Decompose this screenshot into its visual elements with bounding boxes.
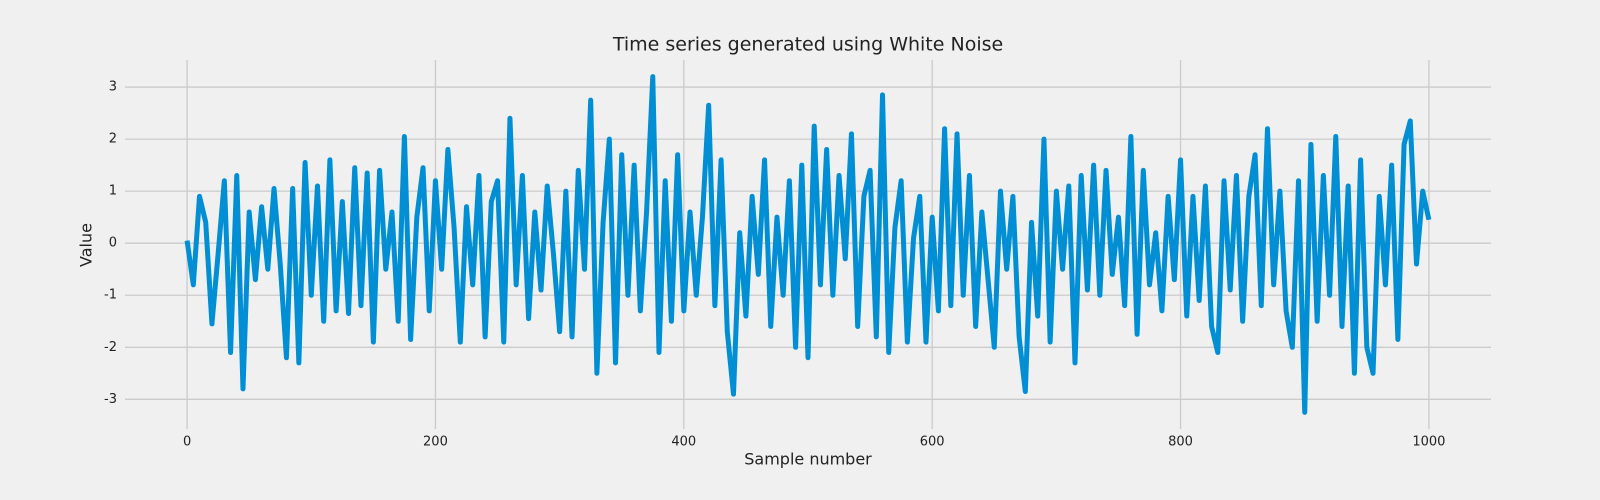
- x-tick-label: 1000: [1412, 435, 1445, 450]
- y-tick-label: 2: [109, 132, 117, 147]
- x-tick-label: 400: [671, 435, 696, 450]
- x-tick-label: 600: [920, 435, 945, 450]
- x-tick-label: 200: [423, 435, 448, 450]
- x-tick-label: 0: [183, 435, 191, 450]
- y-tick-label: 1: [109, 184, 117, 199]
- x-tick-label: 800: [1168, 435, 1193, 450]
- y-axis-label: Value: [77, 223, 96, 267]
- chart-title: Time series generated using White Noise: [612, 34, 1003, 56]
- line: [184, 74, 1432, 415]
- x-axis-label: Sample number: [744, 450, 872, 469]
- y-tick-label: 3: [109, 80, 117, 95]
- y-tick-label: -1: [104, 288, 117, 303]
- y-tick-label: 0: [109, 236, 117, 251]
- y-tick-label: -2: [104, 340, 117, 355]
- y-tick-label: -3: [104, 392, 117, 407]
